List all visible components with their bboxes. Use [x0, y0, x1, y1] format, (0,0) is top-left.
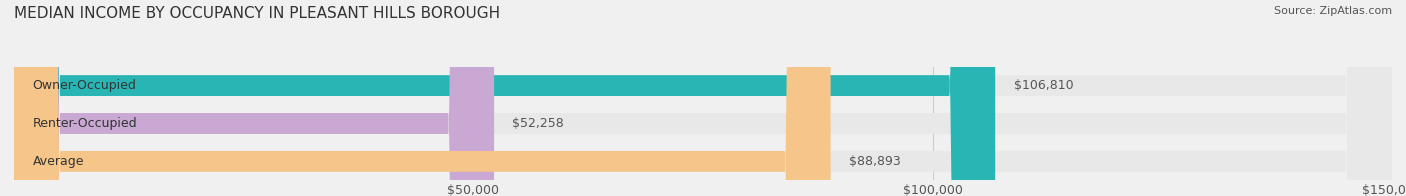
Text: $52,258: $52,258: [512, 117, 564, 130]
Text: MEDIAN INCOME BY OCCUPANCY IN PLEASANT HILLS BOROUGH: MEDIAN INCOME BY OCCUPANCY IN PLEASANT H…: [14, 6, 501, 21]
FancyBboxPatch shape: [14, 0, 1392, 196]
FancyBboxPatch shape: [14, 0, 995, 196]
FancyBboxPatch shape: [14, 0, 1392, 196]
FancyBboxPatch shape: [14, 0, 831, 196]
Text: Average: Average: [32, 155, 84, 168]
Text: Source: ZipAtlas.com: Source: ZipAtlas.com: [1274, 6, 1392, 16]
FancyBboxPatch shape: [14, 0, 494, 196]
Text: Renter-Occupied: Renter-Occupied: [32, 117, 136, 130]
FancyBboxPatch shape: [14, 0, 1392, 196]
Text: $88,893: $88,893: [849, 155, 901, 168]
Text: $106,810: $106,810: [1014, 79, 1073, 92]
Text: Owner-Occupied: Owner-Occupied: [32, 79, 136, 92]
